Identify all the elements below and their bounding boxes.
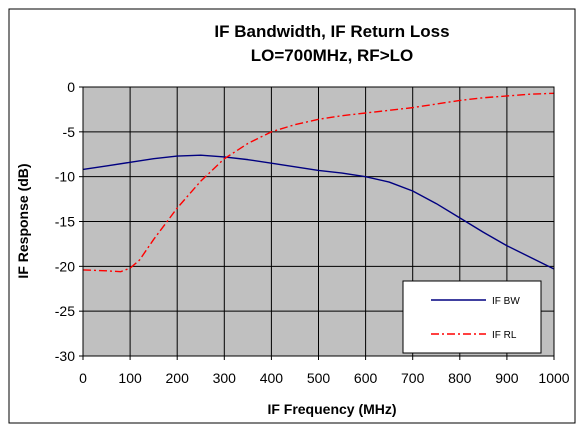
x-tick-label: 200 xyxy=(166,370,190,386)
series-line-if-bw xyxy=(82,154,555,270)
series-lines xyxy=(82,92,555,273)
y-tick-label: 0 xyxy=(67,79,75,95)
x-tick-label: 300 xyxy=(213,370,237,386)
grid-lines xyxy=(83,87,554,356)
y-axis-title: IF Response (dB) xyxy=(15,163,31,278)
x-axis-title: IF Frequency (MHz) xyxy=(267,401,396,417)
x-tick-label: 0 xyxy=(79,370,87,386)
x-tick-label: 1000 xyxy=(538,370,569,386)
x-tick-label: 600 xyxy=(354,370,378,386)
plot-border xyxy=(82,86,555,357)
x-tick-label: 100 xyxy=(118,370,142,386)
y-tick-label: -10 xyxy=(55,169,75,185)
chart-title-line-2: LO=700MHz, RF>LO xyxy=(251,46,413,65)
tick-labels: 0 100 200 300 400 500 600 700 800 900 1000 0 -5 -10 -1… xyxy=(55,79,570,386)
y-tick-label: -5 xyxy=(63,124,76,140)
x-tick-label: 500 xyxy=(307,370,331,386)
legend-box xyxy=(402,280,542,354)
y-tick-label: -15 xyxy=(55,214,75,230)
x-tick-label: 400 xyxy=(260,370,284,386)
legend-label-if-bw: IF BW xyxy=(492,296,520,307)
y-tick-label: -30 xyxy=(55,348,75,364)
y-tick-label: -20 xyxy=(55,258,75,274)
y-tick-label: -25 xyxy=(55,303,75,319)
legend-label-if-rl: IF RL xyxy=(492,330,517,341)
chart-title-line-1: IF Bandwidth, IF Return Loss xyxy=(214,22,449,41)
x-tick-label: 700 xyxy=(401,370,425,386)
x-tick-label: 800 xyxy=(448,370,472,386)
legend: IF BW IF RL xyxy=(402,280,542,354)
x-tick-label: 900 xyxy=(495,370,519,386)
